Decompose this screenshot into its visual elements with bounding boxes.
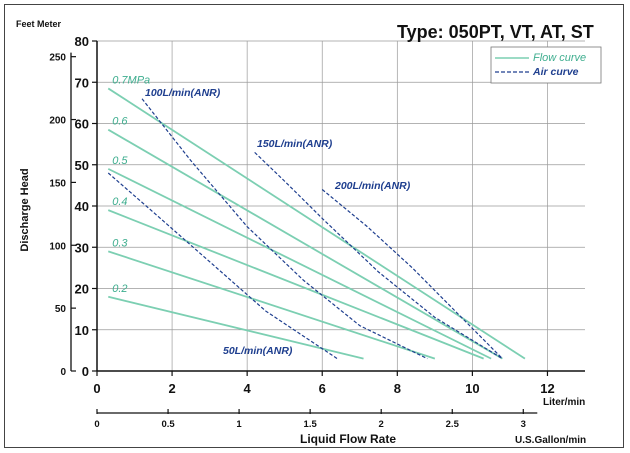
y-tick-label: 70 (75, 75, 89, 90)
y-tick-label: 30 (75, 240, 89, 255)
x-tick-label: 8 (394, 381, 401, 396)
legend: Flow curve Air curve (490, 46, 602, 84)
flow-curve-3 (107, 168, 492, 360)
feet-tick-label: 200 (49, 116, 66, 127)
y-tick-label: 80 (75, 34, 89, 49)
x-tick-label: 4 (244, 381, 252, 396)
pressure-label-6: 0.2 (112, 283, 127, 295)
y-tick-label: 20 (75, 282, 89, 297)
x-tick-label: 0 (93, 381, 100, 396)
air-curve-label-1: 50L/min(ANR) (223, 345, 293, 357)
gallon-tick-label: 2.5 (446, 419, 460, 430)
y-tick-label: 0 (82, 364, 89, 379)
gallon-tick-label: 3 (521, 419, 526, 430)
y-tick-label: 60 (75, 117, 89, 132)
flow-curves (107, 87, 526, 360)
legend-air-label: Air curve (532, 66, 579, 78)
air-curve-3 (254, 151, 503, 360)
gallon-tick-label: 1.5 (304, 419, 318, 430)
y-tick-label: 50 (75, 158, 89, 173)
legend-flow-label: Flow curve (533, 52, 586, 64)
flow-curve-4 (107, 209, 484, 360)
y-tick-label: 40 (75, 199, 89, 214)
x-tick-label: 6 (319, 381, 326, 396)
feet-tick-label: 250 (49, 53, 66, 64)
pressure-label-5: 0.3 (112, 237, 128, 249)
flow-curve-1 (107, 87, 526, 360)
gallon-tick-label: 2 (379, 419, 384, 430)
y-axis-label: Discharge Head (19, 168, 31, 251)
air-curve-2 (141, 98, 428, 360)
x-unit-bottom: U.S.Gallon/min (515, 435, 586, 446)
flow-curve-5 (107, 250, 436, 360)
x-unit-top: Liter/min (543, 397, 585, 408)
air-curve-label-2: 100L/min(ANR) (145, 87, 221, 99)
chart-frame: 0 10 20 30 40 50 60 70 80 0 50 100 150 200 250 0 2 4 6 8 10 1… (4, 4, 624, 448)
x-tick-label: 10 (465, 381, 479, 396)
x-tick-label: 2 (168, 381, 175, 396)
air-curve-label-4: 200L/min(ANR) (334, 180, 411, 192)
labels: 0.7MPa 0.6 0.5 0.4 0.3 0.2 50L/min(ANR) 100L/mi… (112, 74, 411, 357)
legend-box (490, 46, 602, 84)
feet-tick-label: 50 (55, 304, 67, 315)
air-curve-1 (107, 172, 338, 360)
air-curve-4 (321, 189, 503, 360)
gallon-tick-label: 0 (94, 419, 99, 430)
feet-tick-label: 100 (49, 241, 66, 252)
pressure-label-2: 0.6 (112, 116, 128, 128)
flow-curve-2 (107, 128, 503, 360)
gallon-tick-label: 0.5 (161, 419, 175, 430)
air-curves (107, 98, 503, 360)
chart-title: Type: 050PT, VT, AT, ST (397, 22, 594, 42)
y-tick-label: 10 (75, 323, 89, 338)
pressure-label-1: 0.7MPa (112, 74, 150, 86)
x-tick-label: 12 (540, 381, 554, 396)
feet-tick-label: 0 (60, 367, 66, 378)
pressure-label-3: 0.5 (112, 155, 128, 167)
left-unit-label: Feet Meter (16, 19, 62, 29)
gallon-tick-label: 1 (236, 419, 242, 430)
pressure-label-4: 0.4 (112, 196, 127, 208)
feet-tick-label: 150 (49, 178, 66, 189)
x-axis-label: Liquid Flow Rate (300, 432, 396, 446)
air-curve-label-3: 150L/min(ANR) (257, 138, 333, 150)
